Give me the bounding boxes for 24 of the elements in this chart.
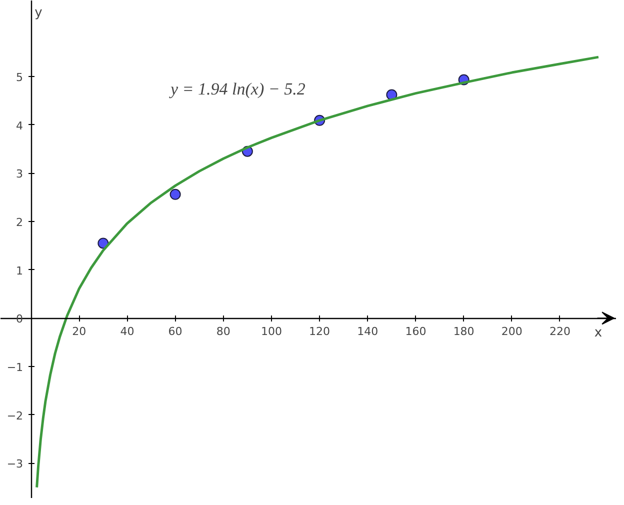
x-tick-label: 60 [168, 325, 182, 338]
x-tick-label: 120 [309, 325, 330, 338]
x-tick-label: 80 [216, 325, 230, 338]
y-tick-label: 5 [16, 70, 24, 84]
x-axis-title: x [594, 325, 602, 340]
y-tick-label: −2 [6, 409, 24, 422]
x-tick-label: 200 [501, 325, 522, 338]
point [170, 188, 181, 200]
y-tick-label: 2 [16, 216, 24, 229]
x-tick-label: 220 [550, 325, 570, 338]
x-tick-label: 100 [260, 325, 282, 338]
x-tick-label: 40 [120, 325, 134, 338]
x-tick-label: 20 [72, 325, 86, 338]
y-tick-label: −3 [6, 458, 24, 471]
x-tick-label: 180 [453, 325, 474, 338]
y-tick-label: 1 [16, 264, 24, 278]
y-tick-label: 3 [16, 168, 24, 181]
x-tick-label: 140 [357, 325, 378, 338]
x-tick-label: 160 [405, 325, 426, 338]
annotation: y = 1.94 ln(x) − 5.2 [168, 80, 306, 98]
y-tick-label: −1 [6, 361, 24, 374]
line-series [36, 56, 600, 489]
y-axis-title: y [34, 5, 43, 20]
y-tick-label: 4 [16, 119, 24, 132]
